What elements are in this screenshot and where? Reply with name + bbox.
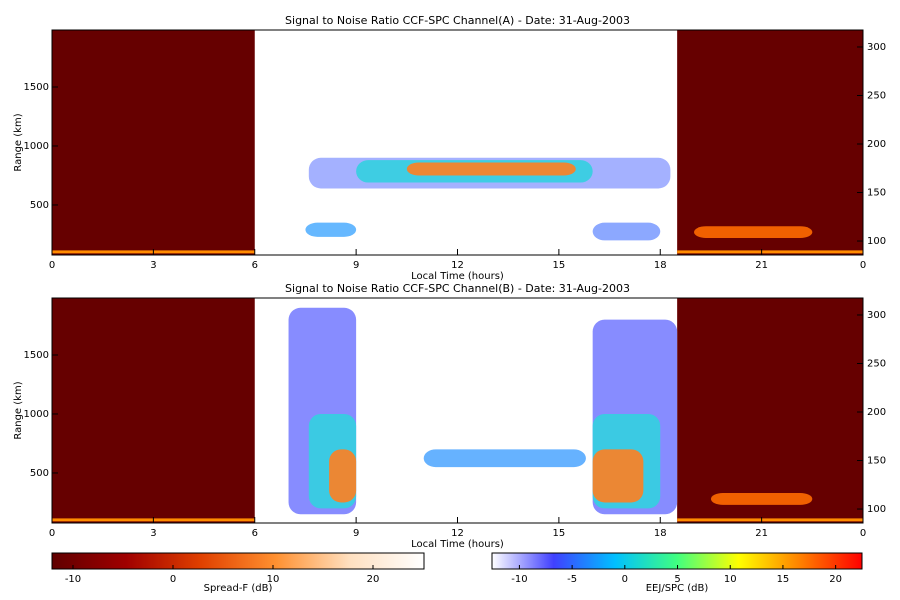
x-tick-label: 0: [860, 260, 866, 271]
y2-tick-label: 300: [867, 310, 886, 321]
y2-tick-label: 100: [867, 236, 886, 247]
x-tick-label: 3: [150, 260, 156, 271]
y-tick-label: 1500: [24, 350, 49, 361]
colorbar-tick-label: -10: [65, 574, 81, 585]
x-tick-label: 15: [553, 260, 566, 271]
x-tick-label: 21: [755, 528, 768, 539]
x-tick-label: 12: [451, 260, 464, 271]
echo-region: [305, 222, 357, 237]
colorbar-tick-label: 0: [170, 574, 176, 585]
y2-tick-label: 150: [867, 188, 886, 199]
x-tick-label: 15: [553, 528, 566, 539]
x-axis-label: Local Time (hours): [411, 271, 504, 282]
y-axis-label: Range (km): [13, 381, 24, 439]
panel-title: Signal to Noise Ratio CCF-SPC Channel(A)…: [285, 14, 630, 27]
echo-region: [329, 449, 357, 503]
x-tick-label: 18: [654, 260, 667, 271]
x-tick-label: 12: [451, 528, 464, 539]
colorbar-tick-label: 5: [674, 574, 680, 585]
y-axis-label: Range (km): [13, 113, 24, 171]
plot-area: [52, 30, 863, 255]
y2-tick-label: 100: [867, 504, 886, 515]
echo-region: [710, 493, 813, 505]
colorbar: [491, 552, 863, 570]
colorbar-label: EEJ/SPC (dB): [646, 583, 709, 594]
y2-tick-label: 150: [867, 456, 886, 467]
echo-region: [677, 250, 863, 254]
x-tick-label: 21: [755, 260, 768, 271]
echo-region: [694, 226, 813, 239]
x-tick-label: 9: [353, 528, 359, 539]
colorbar-tick-label: 20: [367, 574, 380, 585]
echo-region: [677, 30, 863, 255]
x-tick-label: 6: [252, 260, 258, 271]
echo-region: [677, 298, 863, 523]
y-tick-label: 1000: [24, 141, 49, 152]
colorbar-tick-label: 20: [829, 574, 842, 585]
echo-region: [406, 162, 576, 176]
y-tick-label: 500: [30, 468, 49, 479]
echo-region: [592, 222, 661, 241]
panel-title: Signal to Noise Ratio CCF-SPC Channel(B)…: [285, 282, 630, 295]
x-tick-label: 18: [654, 528, 667, 539]
colorbar-label: Spread-F (dB): [204, 583, 273, 594]
y2-tick-label: 200: [867, 139, 886, 150]
plot-area: [52, 298, 863, 523]
x-tick-label: 9: [353, 260, 359, 271]
x-axis-label: Local Time (hours): [411, 539, 504, 550]
y-tick-label: 500: [30, 200, 49, 211]
echo-region: [52, 298, 255, 523]
echo-region: [677, 518, 863, 522]
y2-tick-label: 250: [867, 358, 886, 369]
echo-region: [423, 449, 586, 468]
echo-region: [52, 30, 255, 255]
colorbar-tick-label: -10: [511, 574, 527, 585]
colorbar-tick-label: 10: [267, 574, 280, 585]
y-tick-label: 1500: [24, 82, 49, 93]
echo-region: [592, 449, 644, 503]
colorbar-tick-label: -5: [567, 574, 577, 585]
x-tick-label: 0: [49, 260, 55, 271]
x-tick-label: 6: [252, 528, 258, 539]
colorbar: [51, 552, 425, 570]
colorbar-tick-label: 0: [622, 574, 628, 585]
colorbar-tick-label: 15: [777, 574, 790, 585]
y2-tick-label: 300: [867, 42, 886, 53]
y2-tick-label: 250: [867, 90, 886, 101]
y2-tick-label: 200: [867, 407, 886, 418]
x-tick-label: 3: [150, 528, 156, 539]
colorbar-tick-label: 10: [724, 574, 737, 585]
x-tick-label: 0: [49, 528, 55, 539]
x-tick-label: 0: [860, 528, 866, 539]
y-tick-label: 1000: [24, 409, 49, 420]
